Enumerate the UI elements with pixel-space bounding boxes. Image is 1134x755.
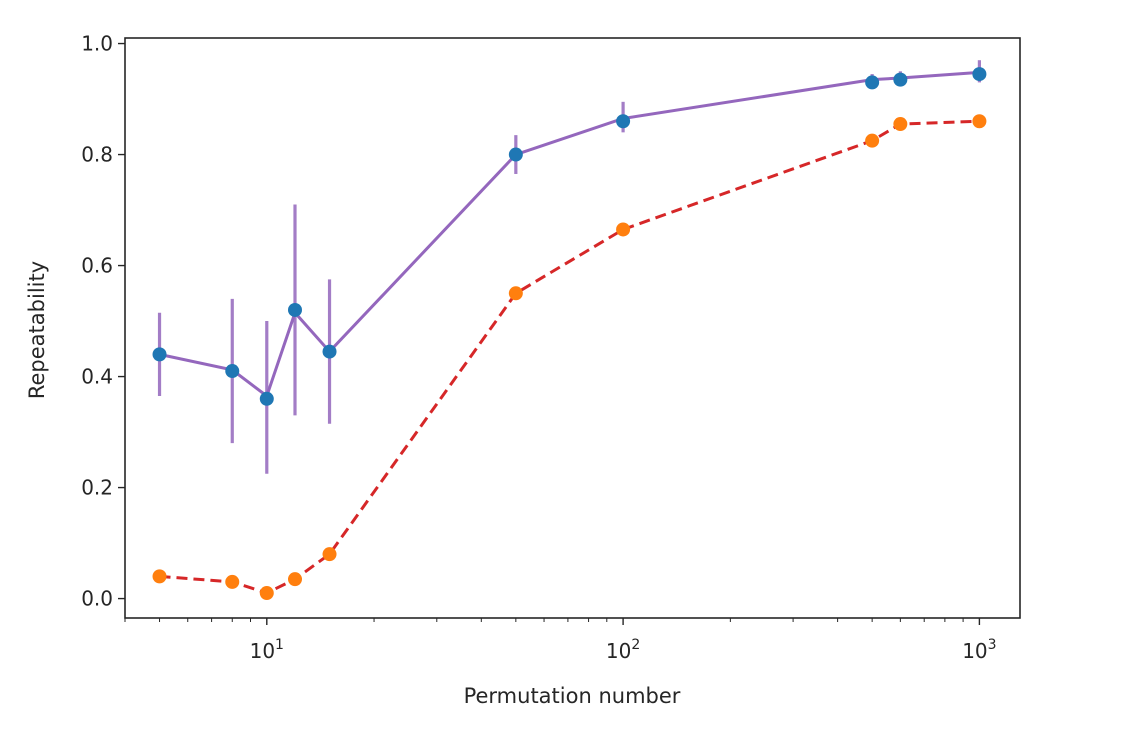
- x-axis-label: Permutation number: [464, 684, 681, 708]
- series-2-point: [288, 572, 303, 587]
- series-2-point: [972, 114, 987, 129]
- series-2-point: [322, 547, 337, 562]
- series-1-point: [893, 72, 908, 87]
- series-2-line: [159, 119, 980, 595]
- series-1-line: [159, 70, 980, 399]
- series-2-point: [616, 222, 631, 237]
- y-tick-label: 0.4: [81, 365, 113, 389]
- x-tick-label: 102: [606, 637, 640, 663]
- series-1-point: [225, 364, 240, 379]
- y-axis-label: Repeatability: [25, 261, 49, 399]
- plot-frame: [124, 37, 1021, 619]
- y-tick-label: 0.2: [81, 476, 113, 500]
- series-2-point: [225, 574, 240, 589]
- x-axis: 101 102 103: [124, 618, 997, 663]
- series-1-point: [288, 302, 303, 317]
- series-2-point: [865, 133, 880, 148]
- x-tick-label: 103: [962, 637, 996, 663]
- series-2-point: [508, 286, 523, 301]
- y-tick-label: 1.0: [81, 32, 113, 56]
- series-2-point: [893, 117, 908, 132]
- y-tick-label: 0.0: [81, 587, 113, 611]
- x-tick-label: 101: [250, 637, 284, 663]
- series-1-point: [616, 114, 631, 129]
- series-1-point: [508, 147, 523, 162]
- series-1-point: [259, 391, 274, 406]
- y-axis: 0.0 0.2 0.4 0.6 0.8 1.0: [81, 32, 125, 611]
- series-1-point: [152, 347, 167, 362]
- series-1-point: [865, 75, 880, 90]
- series-1-point: [972, 67, 987, 82]
- y-tick-label: 0.8: [81, 143, 113, 167]
- series-1-point: [322, 344, 337, 359]
- y-tick-label: 0.6: [81, 254, 113, 278]
- plot-content: [152, 60, 987, 601]
- series-2-point: [152, 569, 167, 584]
- series-2-point: [259, 586, 274, 601]
